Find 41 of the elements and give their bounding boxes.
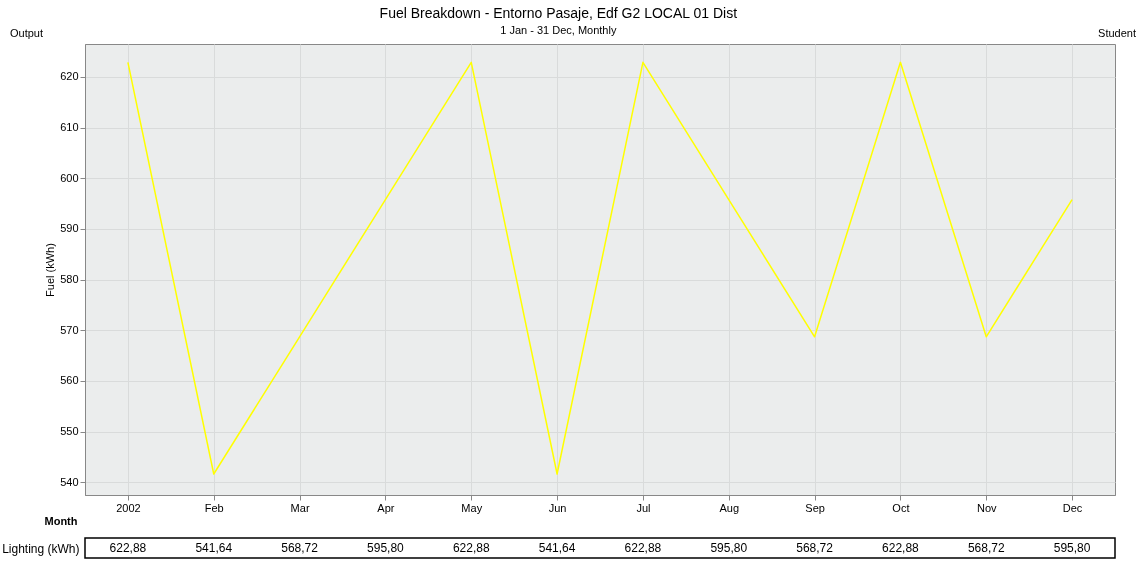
data-label: 541,64 <box>195 541 233 555</box>
x-tick-label: Aug <box>719 501 740 514</box>
y-tick-label: 620 <box>60 70 79 83</box>
y-tick-label: 550 <box>60 425 79 438</box>
data-label: 541,64 <box>538 541 576 555</box>
x-tick-label: Sep <box>805 501 825 514</box>
x-axis-title: Month <box>44 514 78 527</box>
y-tick-label: 570 <box>60 323 79 336</box>
x-tick-label: Dec <box>1062 501 1083 514</box>
x-tick-label: May <box>461 501 483 514</box>
x-tick-label: Oct <box>892 501 910 514</box>
text: Student <box>1098 27 1136 39</box>
text: Lighting (kWh) <box>2 541 80 556</box>
y-tick-label: 560 <box>60 374 79 387</box>
x-tick-label: Mar <box>290 501 310 514</box>
data-label: 568,72 <box>281 541 319 555</box>
y-tick-label: 600 <box>60 171 79 184</box>
data-label: 595,80 <box>367 541 405 555</box>
x-tick-label: 2002 <box>116 501 141 514</box>
x-tick-label: Apr <box>377 501 395 514</box>
chart-subtitle: 1 Jan - 31 Dec, Monthly <box>500 23 617 36</box>
y-tick-label: 590 <box>60 222 79 235</box>
x-tick-label: Feb <box>204 501 224 514</box>
x-tick-label: Jun <box>548 501 567 514</box>
chart-title: Fuel Breakdown - Entorno Pasaje, Edf G2 LOCAL 01 Dist <box>379 4 738 21</box>
y-axis-title: Fuel (kWh) <box>44 243 57 297</box>
data-label: 622,88 <box>882 541 920 555</box>
data-label: 595,80 <box>1053 541 1091 555</box>
data-label: 568,72 <box>796 541 834 555</box>
y-tick-label: 610 <box>60 121 79 134</box>
data-label: 622,88 <box>624 541 662 555</box>
x-tick-label: Jul <box>636 501 651 514</box>
line-series <box>127 61 1073 475</box>
data-label: 622,88 <box>109 541 147 555</box>
data-label: 568,72 <box>967 541 1005 555</box>
data-label: 595,80 <box>710 541 748 555</box>
y-tick-label: 540 <box>60 475 79 488</box>
text: Output <box>10 27 44 39</box>
y-tick-label: 580 <box>60 273 79 286</box>
x-tick-label: Nov <box>976 501 998 514</box>
data-label: 622,88 <box>452 541 490 555</box>
